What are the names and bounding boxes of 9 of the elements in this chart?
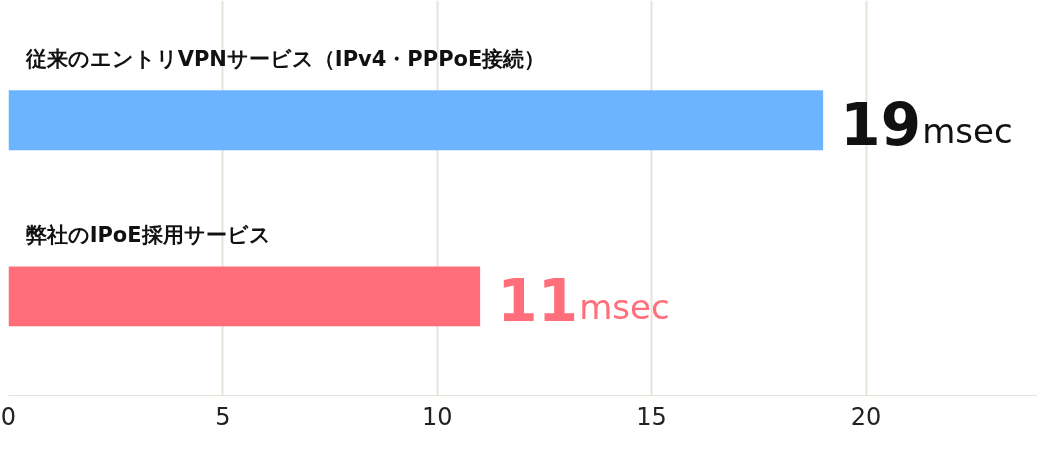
y-tick-label: 弊社のIPoE採用サービス [25, 222, 271, 247]
data-label: 19msec [840, 91, 1013, 160]
x-tick-label: 0 [0, 402, 17, 431]
x-tick-label: 5 [215, 402, 231, 431]
x-tick-label: 10 [421, 402, 453, 431]
x-tick-label: 15 [636, 402, 667, 431]
y-tick-label: 従来のエントリVPNサービス（IPv4・PPPoE接続） [24, 46, 546, 71]
data-label: 11msec [497, 267, 670, 336]
x-tick-label: 20 [850, 402, 882, 431]
